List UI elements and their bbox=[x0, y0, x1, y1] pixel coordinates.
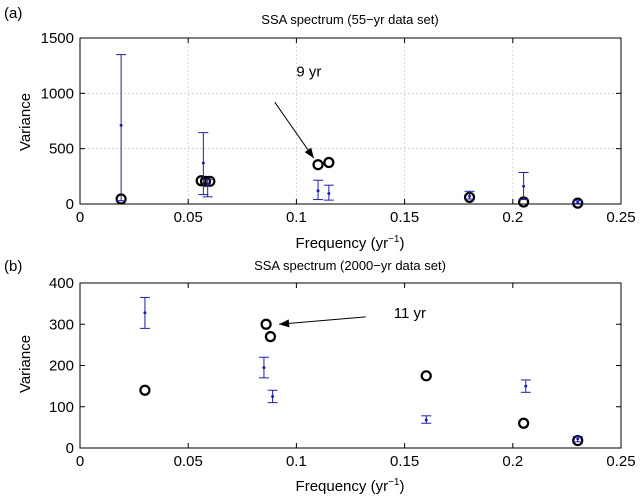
panel-a-errorbar-center bbox=[206, 182, 210, 186]
panel-b-xtick-label: 0.2 bbox=[502, 453, 523, 470]
panel-b-xlabel-close: ) bbox=[399, 478, 404, 495]
panel-b-annotation-arrowhead bbox=[279, 319, 290, 328]
panel-b-label: (b) bbox=[4, 258, 22, 275]
panel-b-errorbar bbox=[267, 389, 278, 404]
panel-b-plot-frame bbox=[79, 282, 622, 449]
panel-a-data-point bbox=[312, 159, 324, 171]
panel-b-errorbar bbox=[572, 435, 583, 443]
panel-a-ytick-label: 0 bbox=[66, 196, 74, 213]
panel-b-errorbar-center bbox=[143, 311, 147, 315]
panel-b-xtick-label: 0.1 bbox=[286, 453, 307, 470]
panel-b-annotation-arrow bbox=[279, 316, 366, 325]
panel-b-data-point bbox=[139, 384, 151, 396]
panel-b-xlabel: Frequency (yr−1) bbox=[296, 477, 405, 495]
panel-a-errorbar-center bbox=[576, 200, 580, 204]
panel-a-xlabel: Frequency (yr−1) bbox=[296, 234, 405, 252]
panel-a-xtick-label: 0 bbox=[76, 209, 84, 226]
panel-b-xlabel-main: Frequency (yr bbox=[296, 478, 389, 495]
panel-b-errorbar bbox=[139, 296, 150, 329]
panel-a-errorbar bbox=[313, 179, 324, 201]
panel-b-ytick-label: 200 bbox=[49, 358, 74, 375]
panel-a-data-point bbox=[199, 175, 212, 187]
panel-a-ytick-label: 1500 bbox=[41, 30, 74, 47]
panel-a-data-point bbox=[204, 175, 216, 187]
panel-b-errorbar-center bbox=[424, 418, 428, 422]
panel-b: (b) SSA spectrum (2000−yr data set) Vari… bbox=[4, 258, 636, 495]
panel-a-errorbar bbox=[572, 200, 583, 204]
panel-a-xtick-label: 0.05 bbox=[174, 209, 203, 226]
panel-a-xtick-label: 0.25 bbox=[606, 209, 635, 226]
panel-b-xtick-label: 0.05 bbox=[174, 453, 203, 470]
panel-b-xlabel-exponent: −1 bbox=[388, 477, 400, 488]
panel-b-ytick-label: 100 bbox=[49, 399, 74, 416]
panel-b-errorbar-center bbox=[271, 394, 275, 398]
panel-a-errorbar bbox=[116, 54, 127, 202]
panel-a-plot-frame bbox=[79, 37, 622, 205]
panel-b-title: SSA spectrum (2000−yr data set) bbox=[254, 258, 446, 273]
panel-a-errorbar-center bbox=[522, 184, 526, 188]
panel-b-xtick-label: 0.25 bbox=[606, 453, 635, 470]
panel-a-errorbar bbox=[202, 179, 213, 198]
panel-a-data-point bbox=[323, 156, 335, 169]
panel-a-errorbar-center bbox=[327, 191, 331, 195]
panel-a-annotation-arrowhead bbox=[304, 147, 314, 159]
panel-a-annotation: 9 yr bbox=[296, 64, 321, 81]
panel-a-errorbar bbox=[198, 132, 209, 196]
panel-a-errorbar-center bbox=[468, 194, 472, 198]
panel-b-ytick-label: 300 bbox=[49, 316, 74, 333]
panel-a-errorbar-center bbox=[119, 123, 123, 127]
panel-a-xtick-label: 0.2 bbox=[502, 209, 523, 226]
panel-b-errorbar bbox=[421, 415, 432, 424]
panel-a-ylabel: Variance bbox=[17, 93, 34, 151]
panel-b-annotation: 11 yr bbox=[394, 305, 426, 322]
panel-a-errorbar bbox=[323, 184, 334, 201]
panel-a-errorbar-center bbox=[316, 189, 320, 193]
panel-a: (a) SSA spectrum (55−yr data set) Varian… bbox=[4, 5, 636, 252]
panel-a-ytick-label: 500 bbox=[49, 141, 74, 158]
panel-b-data-point bbox=[260, 318, 272, 330]
panel-a-ytick-label: 1000 bbox=[41, 85, 74, 102]
panel-a-errorbar-center bbox=[201, 161, 205, 165]
panel-a-xlabel-main: Frequency (yr bbox=[296, 235, 389, 252]
panel-b-data-point bbox=[420, 370, 432, 382]
panel-a-label: (a) bbox=[4, 5, 22, 22]
panel-a-errorbar bbox=[464, 190, 475, 200]
panel-a-title: SSA spectrum (55−yr data set) bbox=[261, 12, 438, 27]
panel-a-xlabel-close: ) bbox=[399, 235, 404, 252]
panel-a-xlabel-exponent: −1 bbox=[388, 234, 400, 245]
panel-b-errorbar-center bbox=[576, 437, 580, 441]
panel-b-errorbar bbox=[520, 379, 531, 393]
panel-b-ytick-label: 400 bbox=[49, 275, 74, 292]
panel-b-xtick-label: 0 bbox=[76, 453, 84, 470]
panel-b-data-point bbox=[518, 417, 530, 429]
panel-a-annotation-arrow bbox=[274, 101, 315, 159]
panel-b-errorbar bbox=[258, 356, 269, 379]
panel-b-data-point bbox=[264, 331, 277, 343]
panel-b-errorbar-center bbox=[262, 366, 266, 370]
panel-b-ylabel: Variance bbox=[17, 335, 34, 393]
panel-b-ytick-label: 0 bbox=[66, 440, 74, 457]
panel-a-errorbar bbox=[518, 171, 529, 201]
panel-a-xtick-label: 0.15 bbox=[390, 209, 419, 226]
panel-b-xtick-label: 0.15 bbox=[390, 453, 419, 470]
panel-a-xtick-label: 0.1 bbox=[286, 209, 307, 226]
panel-b-errorbar-center bbox=[524, 384, 528, 388]
